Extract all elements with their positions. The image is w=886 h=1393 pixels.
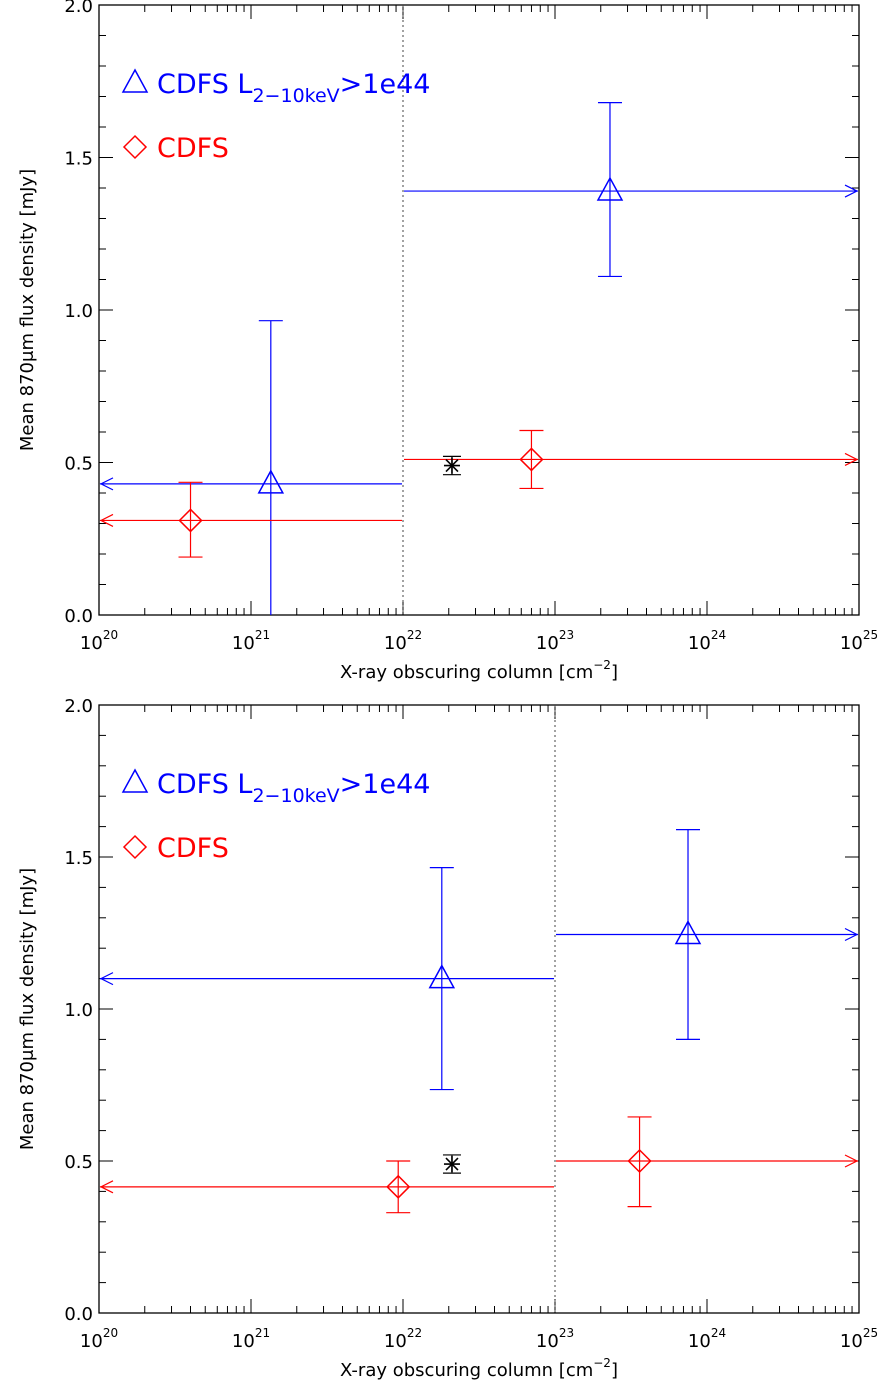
y-tick-label: 1.0 [64,301,93,322]
reference-point-asterisk [443,457,460,474]
data-point-diamond [386,1174,411,1199]
x-tick-label: 1020 [80,628,118,654]
arrowhead-right [844,184,859,198]
legend-label: CDFS [157,133,229,164]
x-tick-label: 1024 [688,1326,726,1352]
legend-label: CDFS L2−10keV>1e44 [157,69,430,107]
y-tick-label: 2.0 [64,0,93,17]
y-tick-label: 0.0 [64,1304,93,1325]
x-tick-label: 1022 [384,628,422,654]
reference-point-asterisk [443,1156,460,1173]
chart-panel-1: 1020 1021 1022 1023 1024 1025 0.0 0.5 1.0 1.5 2.0 X… [17,0,878,683]
x-tick-label: 1022 [384,1326,422,1352]
x-tick-label: 1023 [536,1326,574,1352]
y-axis-title: Mean 870μm flux density [mJy] [17,169,38,451]
arrowhead-left [99,972,114,986]
data-point-diamond [627,1148,652,1174]
legend-label: CDFS [157,833,229,864]
legend-marker-diamond [122,834,148,860]
legend-marker-triangle [121,768,149,793]
arrowhead-left [99,1180,114,1194]
data-point-triangle [257,469,285,494]
arrowhead-left [99,513,114,527]
y-tick-label: 0.5 [64,454,93,475]
y-tick-label: 0.0 [64,606,93,627]
legend-marker-triangle [121,68,149,93]
y-tick-label: 1.5 [64,848,93,869]
x-tick-label: 1021 [232,628,270,654]
y-tick-label: 2.0 [64,696,93,717]
y-axis-title: Mean 870μm flux density [mJy] [17,868,38,1150]
y-tick-label: 1.0 [64,1000,93,1021]
arrowhead-right [844,927,859,942]
chart-panel-2: 1020 1021 1022 1023 1024 1025 0.0 0.5 1.0 1.5 2.0 X… [17,696,878,1381]
arrowhead-right [844,1154,859,1168]
arrowhead-right [844,452,859,466]
data-point-triangle [596,176,624,201]
x-tick-label: 1025 [840,1326,878,1352]
data-point-diamond [519,447,544,472]
data-point-diamond [178,508,203,533]
data-point-triangle [674,919,702,945]
x-tick-label: 1025 [840,628,878,654]
arrowhead-left [99,477,114,491]
y-tick-label: 1.5 [64,149,93,170]
x-axis-title: X-ray obscuring column [cm−2] [340,1356,618,1381]
x-tick-label: 1021 [232,1326,270,1352]
y-tick-label: 0.5 [64,1152,93,1173]
x-tick-label: 1020 [80,1326,118,1352]
legend-label: CDFS L2−10keV>1e44 [157,769,430,807]
x-tick-label: 1023 [536,628,574,654]
data-point-triangle [428,964,456,989]
legend-marker-diamond [122,134,148,160]
x-tick-label: 1024 [688,628,726,654]
x-axis-title: X-ray obscuring column [cm−2] [340,658,618,683]
